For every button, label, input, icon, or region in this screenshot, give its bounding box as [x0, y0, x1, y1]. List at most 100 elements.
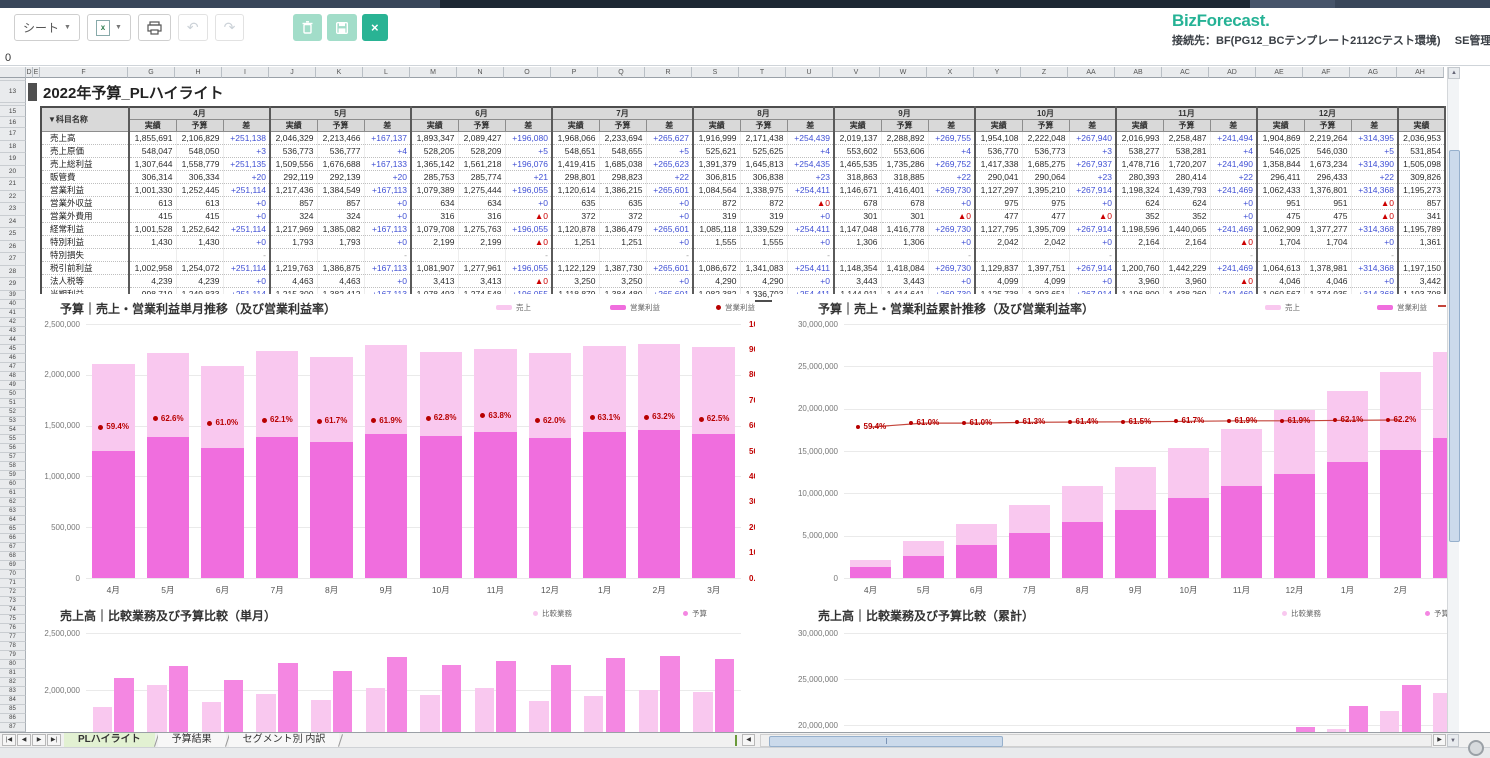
table-cell[interactable]: 1,129,837: [975, 261, 1023, 275]
table-cell[interactable]: 548,047: [129, 144, 177, 158]
table-cell[interactable]: 475: [1304, 209, 1352, 223]
table-cell[interactable]: 1,645,813: [740, 157, 788, 171]
sub-header-diff[interactable]: 差: [786, 119, 835, 132]
table-cell[interactable]: 624: [1163, 196, 1211, 210]
table-cell[interactable]: [411, 248, 459, 262]
vertical-scrollbar[interactable]: ▲: [1447, 67, 1460, 732]
table-cell[interactable]: 1,198,324: [1116, 183, 1164, 197]
table-cell[interactable]: 613: [176, 196, 224, 210]
tab-予算結果[interactable]: 予算結果: [157, 733, 226, 747]
table-cell[interactable]: 1,676,688: [317, 157, 365, 171]
sub-header-budget[interactable]: 予算: [880, 119, 929, 132]
table-cell[interactable]: 298,801: [552, 170, 600, 184]
sub-header-diff[interactable]: 差: [363, 119, 412, 132]
table-cell[interactable]: +0: [1069, 235, 1117, 249]
table-cell[interactable]: 553,602: [834, 144, 882, 158]
redo-button[interactable]: ↷: [214, 14, 245, 41]
column-header[interactable]: AD: [1209, 67, 1256, 78]
row-header[interactable]: 44: [0, 335, 26, 345]
table-cell[interactable]: 280,393: [1116, 170, 1164, 184]
month-header[interactable]: 5月: [269, 106, 412, 120]
month-header[interactable]: 7月: [551, 106, 694, 120]
table-cell[interactable]: +4: [364, 144, 412, 158]
sub-header-actual[interactable]: 実績: [833, 119, 882, 132]
column-header[interactable]: V: [833, 67, 880, 78]
table-cell[interactable]: 1,064,613: [1257, 261, 1305, 275]
row-header[interactable]: 61: [0, 488, 26, 498]
table-cell[interactable]: 1,386,215: [599, 183, 647, 197]
table-cell[interactable]: +314,395: [1351, 131, 1399, 145]
row-header[interactable]: 28: [0, 265, 26, 278]
table-cell[interactable]: 857: [270, 196, 318, 210]
table-cell[interactable]: 1,561,218: [458, 157, 506, 171]
row-header[interactable]: 85: [0, 704, 26, 714]
row-header[interactable]: 21: [0, 178, 26, 191]
table-cell[interactable]: +241,469: [1210, 183, 1258, 197]
table-cell[interactable]: ▲0: [505, 235, 553, 249]
row-header[interactable]: 51: [0, 398, 26, 408]
table-cell[interactable]: 1,341,083: [740, 261, 788, 275]
table-cell[interactable]: +267,940: [1069, 131, 1117, 145]
sub-header-budget[interactable]: 予算: [175, 119, 224, 132]
row-header[interactable]: 81: [0, 668, 26, 678]
row-header[interactable]: 25: [0, 228, 26, 241]
row-header[interactable]: 77: [0, 632, 26, 642]
table-cell[interactable]: 309,826: [1398, 170, 1446, 184]
table-cell[interactable]: 1,855,691: [129, 131, 177, 145]
column-header[interactable]: M: [410, 67, 457, 78]
table-cell[interactable]: 2,222,048: [1022, 131, 1070, 145]
tab-PLハイライト[interactable]: PLハイライト: [64, 733, 155, 747]
table-cell[interactable]: 1,306: [881, 235, 929, 249]
table-cell[interactable]: 415: [129, 209, 177, 223]
table-cell[interactable]: 1,385,082: [317, 222, 365, 236]
table-cell[interactable]: +0: [364, 235, 412, 249]
table-cell[interactable]: ▲0: [1351, 209, 1399, 223]
table-cell[interactable]: 3,960: [1116, 274, 1164, 288]
table-cell[interactable]: 634: [458, 196, 506, 210]
table-cell[interactable]: 1,339,529: [740, 222, 788, 236]
sub-header-diff[interactable]: 差: [645, 119, 694, 132]
table-cell[interactable]: 1,395,709: [1022, 222, 1070, 236]
table-cell[interactable]: 4,046: [1257, 274, 1305, 288]
table-cell[interactable]: 2,288,892: [881, 131, 929, 145]
table-cell[interactable]: 1,735,286: [881, 157, 929, 171]
table-cell[interactable]: 2,106,829: [176, 131, 224, 145]
table-cell[interactable]: 1,361: [1398, 235, 1446, 249]
sub-header-budget[interactable]: 予算: [1021, 119, 1070, 132]
table-cell[interactable]: [1398, 248, 1446, 262]
table-cell[interactable]: 635: [599, 196, 647, 210]
table-cell[interactable]: 1,001,528: [129, 222, 177, 236]
table-cell[interactable]: 316: [458, 209, 506, 223]
table-cell[interactable]: +20: [223, 170, 271, 184]
table-cell[interactable]: 319: [740, 209, 788, 223]
table-cell[interactable]: +251,138: [223, 131, 271, 145]
table-cell[interactable]: 3,443: [834, 274, 882, 288]
table-cell[interactable]: 2,036,953: [1398, 131, 1446, 145]
table-cell[interactable]: +269,752: [928, 157, 976, 171]
row-header[interactable]: 23: [0, 203, 26, 216]
table-cell[interactable]: 2,042: [1022, 235, 1070, 249]
table-cell[interactable]: 4,290: [740, 274, 788, 288]
table-cell[interactable]: -: [1210, 248, 1258, 262]
sheet-menu-button[interactable]: シート ▼: [14, 14, 80, 41]
row-label[interactable]: 税引前利益: [41, 261, 130, 275]
table-cell[interactable]: 872: [693, 196, 741, 210]
table-cell[interactable]: +267,937: [1069, 157, 1117, 171]
table-cell[interactable]: [740, 248, 788, 262]
table-cell[interactable]: [975, 248, 1023, 262]
table-cell[interactable]: 4,239: [176, 274, 224, 288]
table-cell[interactable]: 2,213,466: [317, 131, 365, 145]
table-cell[interactable]: +254,411: [787, 222, 835, 236]
table-cell[interactable]: -: [364, 248, 412, 262]
table-cell[interactable]: +5: [505, 144, 553, 158]
sub-header-budget[interactable]: 予算: [1162, 119, 1211, 132]
table-cell[interactable]: ▲0: [1351, 196, 1399, 210]
save-button[interactable]: [327, 14, 357, 41]
row-label[interactable]: 特別損失: [41, 248, 130, 262]
table-cell[interactable]: 1,386,479: [599, 222, 647, 236]
row-header[interactable]: 43: [0, 326, 26, 336]
table-cell[interactable]: [881, 248, 929, 262]
horizontal-scrollbar-thumb[interactable]: [769, 736, 1003, 747]
row-header[interactable]: 60: [0, 479, 26, 489]
column-header[interactable]: O: [504, 67, 551, 78]
